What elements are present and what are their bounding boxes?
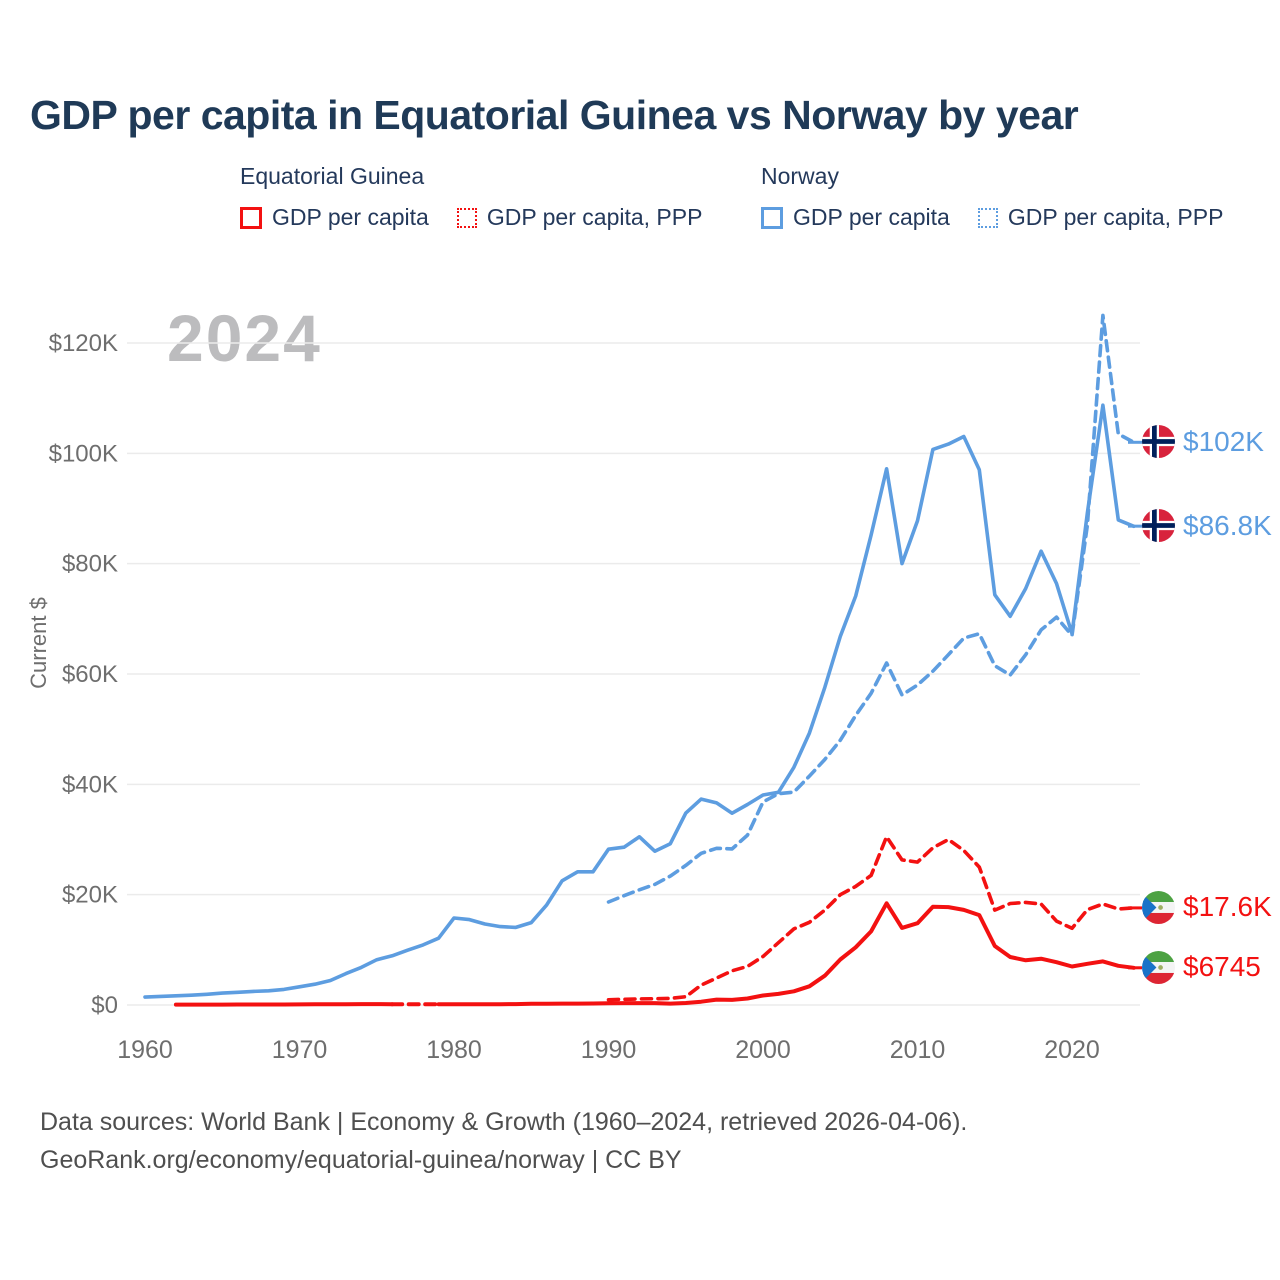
page-title: GDP per capita in Equatorial Guinea vs N…	[30, 92, 1079, 138]
data-line	[606, 313, 1136, 904]
series-end-label: $86.8K	[1142, 509, 1272, 543]
end-label-value: $102K	[1183, 425, 1264, 457]
y-tick-label: $20K	[62, 882, 118, 909]
legend-item-label: GDP per capita, PPP	[1007, 204, 1224, 230]
legend-item: GDP per capita, PPP	[456, 204, 703, 231]
end-label-value: $17.6K	[1183, 891, 1272, 923]
legend-header-norway: Norway	[761, 163, 839, 189]
data-line	[173, 1002, 395, 1007]
legend-item: GDP per capita	[761, 204, 950, 231]
norway-flag-icon	[1142, 509, 1175, 543]
y-tick-label: $80K	[62, 551, 118, 578]
legend-item-label: GDP per capita	[793, 204, 950, 230]
legend-items-equatorial-guinea: GDP per capita GDP per capita, PPP	[240, 204, 702, 231]
y-tick-label: $40K	[62, 771, 118, 798]
x-tick-label: 2020	[1044, 1036, 1100, 1064]
solid-line-swatch-icon	[761, 206, 783, 229]
data-line	[606, 834, 1136, 1002]
footer-attribution: GeoRank.org/economy/equatorial-guinea/no…	[40, 1146, 682, 1174]
end-label-value: $6745	[1183, 951, 1261, 983]
x-tick-label: 1980	[426, 1036, 482, 1064]
legend-item: GDP per capita	[240, 204, 429, 231]
legend-header-equatorial-guinea: Equatorial Guinea	[240, 163, 425, 189]
series-end-label: $6745	[1142, 950, 1261, 984]
legend-item-label: GDP per capita, PPP	[486, 204, 703, 230]
dotted-line-swatch-icon	[456, 207, 477, 228]
y-tick-label: $60K	[62, 661, 118, 688]
legend-group-equatorial-guinea: Equatorial Guinea GDP per capita GDP per …	[240, 163, 702, 231]
norway-flag-icon	[1142, 425, 1175, 459]
x-tick-label: 2010	[890, 1036, 946, 1064]
x-tick-label: 2000	[735, 1036, 791, 1064]
solid-line-swatch-icon	[240, 206, 262, 229]
dotted-line-swatch-icon	[977, 207, 998, 228]
x-tick-label: 1970	[272, 1036, 328, 1064]
footer-data-sources: Data sources: World Bank | Economy & Gro…	[40, 1108, 968, 1136]
x-tick-label: 1960	[117, 1036, 173, 1064]
y-tick-label: $0	[91, 992, 118, 1019]
y-tick-label: $120K	[49, 330, 118, 357]
end-label-value: $86.8K	[1183, 509, 1272, 541]
legend-group-norway: Norway GDP per capita GDP per capita, PPP	[761, 163, 1223, 231]
legend-item: GDP per capita, PPP	[977, 204, 1224, 231]
series-end-label: $17.6K	[1142, 890, 1272, 924]
equatorial-guinea-flag-icon	[1142, 890, 1175, 924]
equatorial-guinea-flag-icon	[1142, 950, 1175, 984]
year-watermark: 2024	[167, 301, 322, 375]
y-tick-label: $100K	[49, 440, 118, 467]
series-end-label: $102K	[1142, 425, 1264, 459]
y-axis-title: Current $	[26, 597, 51, 689]
x-tick-label: 1990	[581, 1036, 637, 1064]
legend-items-norway: GDP per capita GDP per capita, PPP	[761, 204, 1223, 231]
data-line	[143, 403, 1136, 999]
data-line	[436, 901, 1136, 1007]
legend-item-label: GDP per capita	[272, 204, 429, 230]
